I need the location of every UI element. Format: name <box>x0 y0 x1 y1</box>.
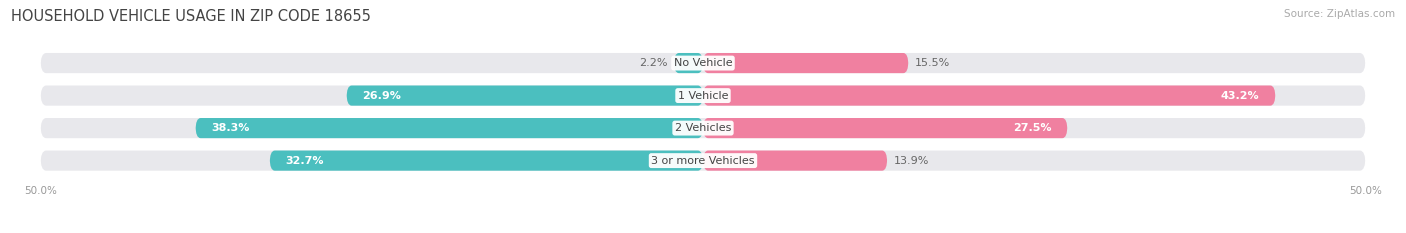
FancyBboxPatch shape <box>703 118 1067 138</box>
Text: 27.5%: 27.5% <box>1012 123 1052 133</box>
Text: HOUSEHOLD VEHICLE USAGE IN ZIP CODE 18655: HOUSEHOLD VEHICLE USAGE IN ZIP CODE 1865… <box>11 9 371 24</box>
FancyBboxPatch shape <box>41 118 1365 138</box>
Text: Source: ZipAtlas.com: Source: ZipAtlas.com <box>1284 9 1395 19</box>
FancyBboxPatch shape <box>195 118 703 138</box>
FancyBboxPatch shape <box>703 86 1275 106</box>
FancyBboxPatch shape <box>347 86 703 106</box>
FancyBboxPatch shape <box>270 151 703 171</box>
Text: No Vehicle: No Vehicle <box>673 58 733 68</box>
Text: 2 Vehicles: 2 Vehicles <box>675 123 731 133</box>
FancyBboxPatch shape <box>673 53 703 73</box>
Text: 3 or more Vehicles: 3 or more Vehicles <box>651 156 755 166</box>
FancyBboxPatch shape <box>41 151 1365 171</box>
FancyBboxPatch shape <box>41 86 1365 106</box>
Text: 32.7%: 32.7% <box>285 156 325 166</box>
Text: 2.2%: 2.2% <box>638 58 668 68</box>
Text: 15.5%: 15.5% <box>915 58 950 68</box>
Text: 1 Vehicle: 1 Vehicle <box>678 91 728 101</box>
FancyBboxPatch shape <box>41 53 1365 73</box>
Text: 43.2%: 43.2% <box>1220 91 1260 101</box>
Text: 38.3%: 38.3% <box>211 123 250 133</box>
FancyBboxPatch shape <box>703 151 887 171</box>
Text: 26.9%: 26.9% <box>363 91 401 101</box>
Text: 13.9%: 13.9% <box>894 156 929 166</box>
FancyBboxPatch shape <box>703 53 908 73</box>
